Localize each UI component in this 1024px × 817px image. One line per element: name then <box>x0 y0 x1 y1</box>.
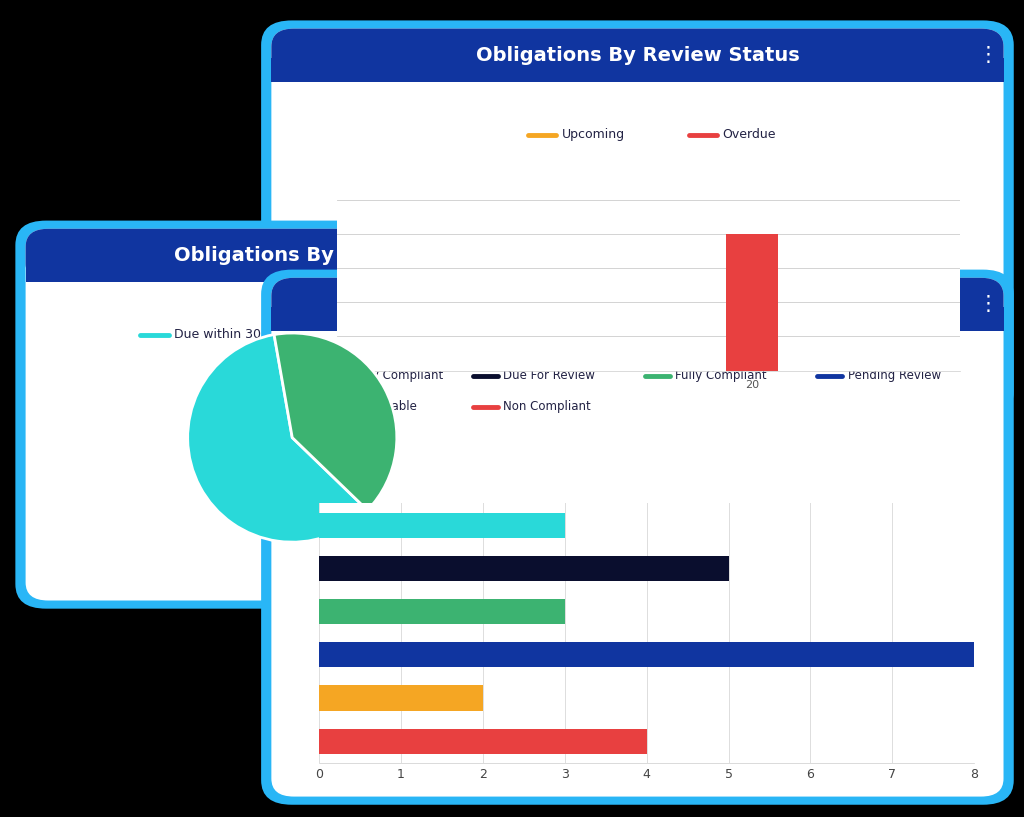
Text: Due within 30 days: Due within 30 days <box>174 328 294 342</box>
Bar <box>318 729 646 754</box>
Bar <box>26 258 660 282</box>
Text: Overdue by 60 days: Overdue by 60 days <box>428 328 554 342</box>
FancyBboxPatch shape <box>261 20 1014 417</box>
Bar <box>271 58 1004 82</box>
Text: ⋮: ⋮ <box>978 294 998 315</box>
Text: ⋮: ⋮ <box>978 45 998 65</box>
Text: Not Applicable: Not Applicable <box>332 400 417 413</box>
Bar <box>271 307 1004 331</box>
Bar <box>318 599 564 624</box>
Text: ⋮: ⋮ <box>635 245 655 266</box>
FancyBboxPatch shape <box>26 229 660 600</box>
Text: Non Compliant: Non Compliant <box>504 400 591 413</box>
Bar <box>318 512 564 538</box>
Wedge shape <box>274 333 397 511</box>
FancyBboxPatch shape <box>271 29 1004 408</box>
FancyBboxPatch shape <box>271 278 1004 331</box>
Bar <box>318 685 482 711</box>
FancyBboxPatch shape <box>271 29 1004 82</box>
Text: Obligations By Compliance Status: Obligations By Compliance Status <box>452 295 823 314</box>
Bar <box>318 556 728 581</box>
Bar <box>726 234 778 371</box>
Text: Fully Compliant: Fully Compliant <box>676 369 767 382</box>
Text: Pending Review: Pending Review <box>848 369 941 382</box>
Text: Due For Review: Due For Review <box>504 369 595 382</box>
FancyBboxPatch shape <box>261 270 1014 805</box>
Text: Overdue: Overdue <box>723 128 776 141</box>
Text: Obligations By Overdue Status: Obligations By Overdue Status <box>174 246 512 265</box>
Text: Obligations By Review Status: Obligations By Review Status <box>475 46 800 65</box>
FancyBboxPatch shape <box>271 278 1004 797</box>
Text: Upcoming: Upcoming <box>561 128 625 141</box>
Bar <box>318 642 974 667</box>
Text: Partially Compliant: Partially Compliant <box>332 369 443 382</box>
Wedge shape <box>187 335 368 542</box>
FancyBboxPatch shape <box>26 229 660 282</box>
FancyBboxPatch shape <box>15 221 671 609</box>
